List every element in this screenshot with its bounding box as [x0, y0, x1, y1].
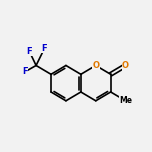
Text: F: F [42, 44, 47, 53]
Text: O: O [122, 61, 129, 70]
Text: F: F [26, 47, 32, 56]
Text: F: F [22, 67, 28, 76]
Text: O: O [92, 61, 99, 70]
Text: Me: Me [119, 96, 132, 105]
